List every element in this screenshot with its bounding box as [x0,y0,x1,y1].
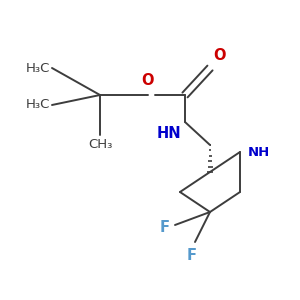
Text: O: O [142,73,154,88]
Text: HN: HN [156,126,181,141]
Text: NH: NH [248,146,270,158]
Text: F: F [187,248,197,263]
Text: H₃C: H₃C [26,61,50,74]
Text: CH₃: CH₃ [88,138,112,151]
Text: F: F [160,220,170,236]
Text: O: O [213,48,226,63]
Text: H₃C: H₃C [26,98,50,112]
